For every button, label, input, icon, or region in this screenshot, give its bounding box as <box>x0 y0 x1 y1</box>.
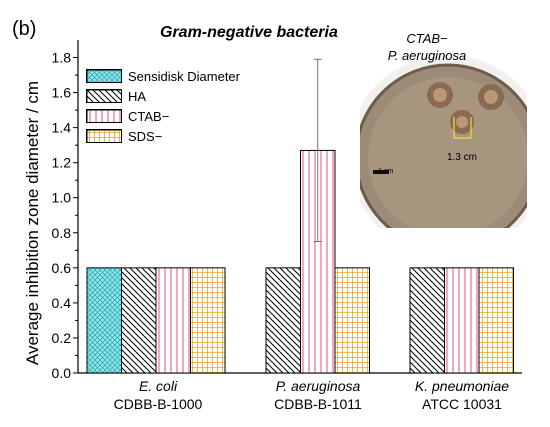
category-species: P. aeruginosa <box>275 378 361 394</box>
bar-ha <box>265 267 301 374</box>
bar-sensidisk <box>86 267 122 374</box>
legend-label: CTAB− <box>128 108 170 124</box>
y-tick-label: 1.8 <box>52 50 72 66</box>
bar-ha <box>121 267 157 374</box>
inset-title-line1: CTAB− <box>406 31 448 46</box>
y-axis-label: Average inhibition zone diameter / cm <box>23 80 42 366</box>
bar-sds <box>334 267 370 374</box>
bar-ctab <box>155 267 191 374</box>
y-tick-label: 0.2 <box>52 330 72 346</box>
y-tick-label: 1.4 <box>52 120 72 136</box>
legend-item-ctab: CTAB− <box>86 106 240 126</box>
legend-label: HA <box>128 88 147 104</box>
category-strain: CDBB-B-1000 <box>113 396 203 412</box>
legend-item-sensidisk: Sensidisk Diameter <box>86 66 240 86</box>
inset-title-line2: P. aeruginosa <box>387 48 467 63</box>
legend: Sensidisk Diameter HA CTAB− SDS− <box>86 66 240 146</box>
category-strain: ATCC 10031 <box>422 396 502 412</box>
chart-title: Gram-negative bacteria <box>160 24 338 41</box>
bar-sds <box>190 267 226 374</box>
zone-size-label: 1.3 cm <box>447 152 478 163</box>
bar-ctab <box>444 267 480 374</box>
bar-ha <box>409 267 445 374</box>
legend-item-ha: HA <box>86 86 240 106</box>
y-tick-label: 1.6 <box>52 85 72 101</box>
legend-label: Sensidisk Diameter <box>128 68 240 84</box>
y-tick-label: 0.8 <box>52 225 72 241</box>
scale-bar-label: 1 cm <box>378 168 394 175</box>
legend-item-sds: SDS− <box>86 126 240 146</box>
y-tick-label: 0.6 <box>52 260 72 276</box>
bar-sds <box>478 267 514 374</box>
inset-title: CTAB− P. aeruginosa <box>352 30 502 64</box>
y-tick-label: 1.2 <box>52 155 72 171</box>
inset-photo <box>360 55 527 228</box>
legend-swatch-ha <box>86 89 122 103</box>
y-tick-label: 0.4 <box>52 295 72 311</box>
plot-area: 0.0 0.2 0.4 0.6 0.8 1.0 1.2 1.4 1.6 1.8 <box>52 40 522 381</box>
legend-swatch-ctab <box>86 109 122 123</box>
category-species: K. pneumoniae <box>414 378 510 394</box>
x-category-label: K. pneumoniae ATCC 10031 <box>382 377 542 413</box>
category-species: E. coli <box>138 378 178 394</box>
legend-swatch-sds <box>86 129 122 143</box>
category-strain: CDBB-B-1011 <box>274 396 362 412</box>
y-tick-label: 0.0 <box>52 365 72 381</box>
x-category-label: P. aeruginosa CDBB-B-1011 <box>238 377 398 413</box>
legend-swatch-sensidisk <box>86 69 122 83</box>
petri-dish-image <box>360 55 527 228</box>
legend-label: SDS− <box>128 128 163 144</box>
x-category-label: E. coli CDBB-B-1000 <box>78 377 238 413</box>
panel-label: (b) <box>12 18 37 40</box>
y-tick-label: 1.0 <box>52 190 72 206</box>
